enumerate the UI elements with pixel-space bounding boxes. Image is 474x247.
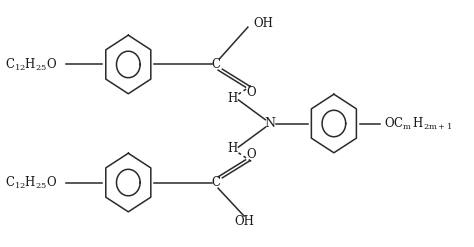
- Text: C: C: [211, 58, 220, 71]
- Text: $\mathregular{C_{12}H_{25}O}$: $\mathregular{C_{12}H_{25}O}$: [5, 174, 57, 191]
- Text: $\mathregular{OC_m\,H_{2m+1}}$: $\mathregular{OC_m\,H_{2m+1}}$: [384, 115, 453, 132]
- Text: O: O: [246, 86, 256, 99]
- Text: O: O: [246, 148, 256, 161]
- Text: OH: OH: [234, 215, 254, 228]
- Text: OH: OH: [254, 17, 273, 30]
- Text: H: H: [227, 142, 237, 155]
- Text: C: C: [211, 176, 220, 189]
- Text: H: H: [227, 92, 237, 105]
- Text: N: N: [264, 117, 275, 130]
- Text: $\mathregular{C_{12}H_{25}O}$: $\mathregular{C_{12}H_{25}O}$: [5, 56, 57, 73]
